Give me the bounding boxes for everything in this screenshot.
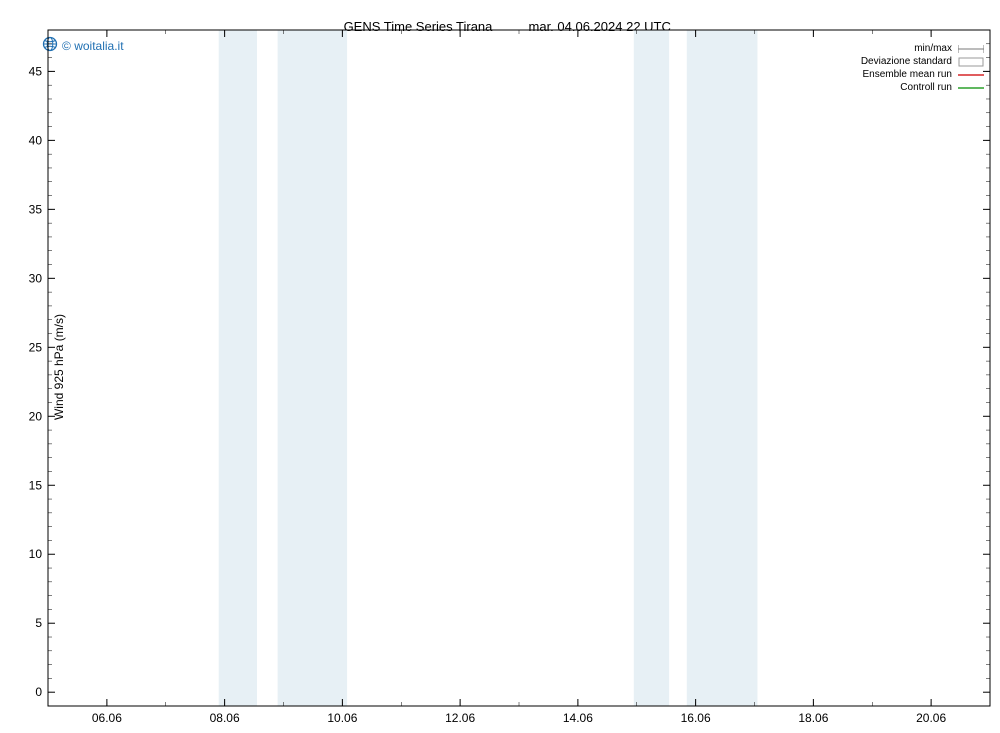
legend-label: min/max (914, 43, 952, 54)
chart-container: GENS Time Series Tirana mar. 04.06.2024 … (0, 0, 1000, 733)
svg-text:30: 30 (29, 271, 43, 285)
legend-swatch (958, 57, 984, 67)
legend-label: Ensemble mean run (863, 69, 953, 80)
svg-text:0: 0 (35, 685, 42, 699)
legend-item: min/max (861, 42, 984, 55)
svg-text:06.06: 06.06 (92, 711, 122, 725)
svg-text:40: 40 (29, 133, 43, 147)
svg-text:5: 5 (35, 616, 42, 630)
legend-label: Deviazione standard (861, 56, 952, 67)
legend-item: Deviazione standard (861, 55, 984, 68)
svg-text:10.06: 10.06 (327, 711, 357, 725)
svg-text:16.06: 16.06 (681, 711, 711, 725)
svg-text:35: 35 (29, 202, 43, 216)
legend-item: Ensemble mean run (861, 68, 984, 81)
legend: min/max Deviazione standard Ensemble mean … (861, 42, 984, 94)
svg-text:08.06: 08.06 (210, 711, 240, 725)
svg-text:18.06: 18.06 (798, 711, 828, 725)
svg-text:25: 25 (29, 340, 43, 354)
svg-text:12.06: 12.06 (445, 711, 475, 725)
svg-text:10: 10 (29, 547, 43, 561)
legend-swatch (958, 83, 984, 93)
plot-area: 0 5 10 15 20 25 30 35 40 45 06.06 08.06 10.06 12.06 14… (0, 0, 1000, 733)
legend-label: Controll run (900, 82, 952, 93)
legend-item: Controll run (861, 81, 984, 94)
legend-swatch (958, 70, 984, 80)
svg-text:14.06: 14.06 (563, 711, 593, 725)
svg-text:20.06: 20.06 (916, 711, 946, 725)
svg-text:15: 15 (29, 478, 43, 492)
svg-text:20: 20 (29, 409, 43, 423)
legend-swatch (958, 44, 984, 54)
svg-text:45: 45 (29, 64, 43, 78)
